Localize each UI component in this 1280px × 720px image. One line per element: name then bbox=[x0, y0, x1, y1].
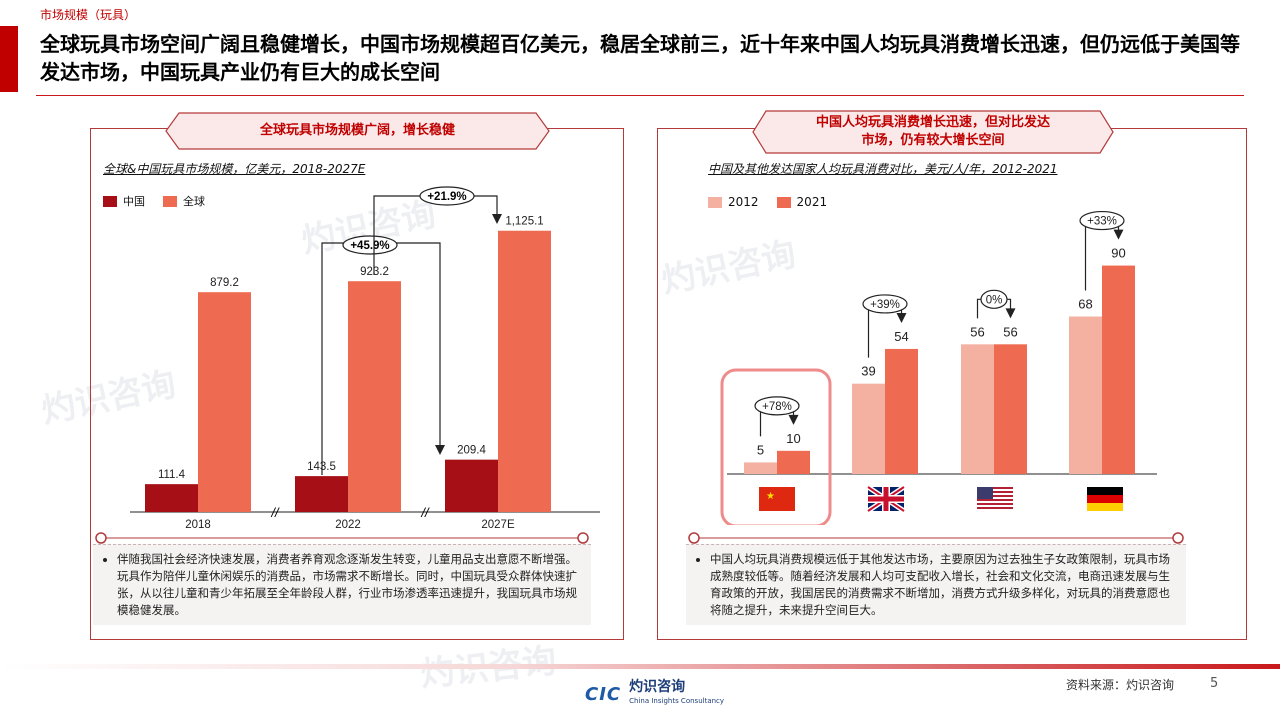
page-title: 全球玩具市场空间广阔且稳健增长，中国市场规模超百亿美元，稳居全球前三，近十年来中… bbox=[40, 32, 1240, 84]
note-rail bbox=[95, 532, 589, 544]
bar-china-2027E bbox=[445, 459, 498, 512]
germany-flag-icon bbox=[1087, 487, 1123, 511]
legend-swatch-2012 bbox=[708, 196, 722, 208]
data-label: 10 bbox=[786, 431, 800, 446]
note-rail bbox=[688, 532, 1184, 544]
data-label: 39 bbox=[861, 364, 875, 379]
growth-label: +33% bbox=[1087, 216, 1117, 228]
growth-oval bbox=[754, 396, 800, 416]
growth-arrow bbox=[788, 414, 799, 425]
right-banner-shape bbox=[752, 110, 1114, 154]
growth-label: +78% bbox=[762, 401, 792, 413]
legend-swatch-china bbox=[103, 195, 117, 207]
company-logo: CIC 灼识咨询 China Insights Consultancy bbox=[585, 680, 724, 708]
data-label: 209.4 bbox=[457, 445, 486, 457]
per-capita-chart: +78% +39% 0% +33% 5 10 39 54 56 56 68 90 ★ bbox=[720, 210, 1157, 525]
data-label: 143.5 bbox=[307, 461, 336, 473]
left-chart-title: 全球&中国玩具市场规模，亿美元，2018-2027E bbox=[103, 162, 366, 176]
bracket-21-label: +21.9% bbox=[427, 191, 466, 203]
accent-bar bbox=[0, 26, 18, 92]
china-flag-icon: ★ bbox=[759, 487, 795, 511]
growth-oval bbox=[862, 294, 908, 314]
logo-subname: China Insights Consultancy bbox=[629, 697, 725, 705]
growth-oval bbox=[1079, 210, 1125, 231]
right-banner: 中国人均玩具消费增长迅速，但对比发达 市场，仍有较大增长空间 bbox=[766, 111, 1100, 153]
bracket-45-label: +45.9% bbox=[350, 240, 389, 252]
bracket-21 bbox=[373, 195, 498, 275]
page-number: 5 bbox=[1210, 676, 1219, 691]
bar-china-2018 bbox=[145, 484, 198, 512]
growth-oval bbox=[980, 289, 1008, 309]
legend-label-2012: 2012 bbox=[728, 195, 759, 209]
data-label: 1,125.1 bbox=[505, 216, 543, 228]
section-label: 市场规模（玩具） bbox=[40, 8, 137, 22]
growth-arrow bbox=[1005, 308, 1016, 319]
left-note-text: 伴随我国社会经济快速发展，消费者养育观念逐渐发生转变，儿童用品支出意愿不断增强。… bbox=[117, 551, 579, 619]
right-banner-line1: 中国人均玩具消费增长迅速，但对比发达 bbox=[815, 115, 1050, 130]
bar-china-2022 bbox=[295, 476, 348, 512]
bar-2021-usa bbox=[994, 344, 1027, 474]
logo-mark: CIC bbox=[585, 683, 622, 705]
x-tick-label: 2018 bbox=[185, 519, 211, 531]
bracket-45-arrow bbox=[435, 445, 445, 455]
svg-text:★: ★ bbox=[766, 491, 775, 502]
x-tick-label: 2022 bbox=[335, 519, 361, 531]
china-highlight bbox=[720, 368, 832, 525]
divider bbox=[36, 95, 1244, 96]
growth-label: 0% bbox=[986, 294, 1003, 306]
uk-flag-icon bbox=[866, 484, 906, 514]
growth-label: +39% bbox=[870, 299, 900, 311]
bar-global-2022 bbox=[348, 281, 401, 512]
bar-2021-uk bbox=[885, 348, 918, 474]
logo-name: 灼识咨询 bbox=[629, 679, 686, 695]
bracket-21-oval bbox=[419, 186, 475, 206]
data-label: 56 bbox=[970, 324, 984, 339]
right-banner-line2: 市场，仍有较大增长空间 bbox=[861, 133, 1005, 148]
right-note-text: 中国人均玩具消费规模远低于其他发达市场，主要原因为过去独生子女政策限制，玩具市场… bbox=[710, 551, 1174, 619]
left-banner: 全球玩具市场规模广阔，增长稳健 bbox=[259, 123, 455, 138]
right-legend: 2012 2021 bbox=[708, 195, 827, 209]
data-label: 56 bbox=[1003, 324, 1017, 339]
legend-label-china: 中国 bbox=[123, 195, 145, 208]
usa-flag-icon bbox=[977, 487, 1013, 511]
data-label: 5 bbox=[757, 442, 764, 457]
source-note: 资料来源：灼识咨询 bbox=[1066, 678, 1175, 692]
left-note: 伴随我国社会经济快速发展，消费者养育观念逐渐发生转变，儿童用品支出意愿不断增强。… bbox=[93, 532, 591, 625]
left-banner-shape bbox=[165, 112, 550, 150]
bar-global-2018 bbox=[198, 292, 251, 512]
legend-swatch-global bbox=[163, 195, 177, 207]
growth-arrow bbox=[1113, 229, 1124, 240]
market-size-chart: +45.9% +21.9% // // 111.4 879.2 2018 143.5 9… bbox=[130, 186, 600, 531]
legend-label-2021: 2021 bbox=[796, 195, 828, 209]
bar-global-2027E bbox=[498, 230, 551, 512]
x-tick-label: 2027E bbox=[481, 519, 515, 531]
data-label: 923.2 bbox=[360, 266, 389, 278]
bar-2021-germany bbox=[1102, 265, 1135, 474]
footer-rule bbox=[0, 664, 1280, 669]
data-label: 68 bbox=[1078, 297, 1092, 312]
data-label: 879.2 bbox=[210, 277, 239, 289]
axis-break: // bbox=[270, 505, 280, 520]
right-chart-title: 中国及其他发达国家人均玩具消费对比，美元/人/年，2012-2021 bbox=[708, 162, 1058, 176]
bracket-45-oval bbox=[342, 235, 398, 255]
data-label: 54 bbox=[894, 329, 908, 344]
bracket-21-arrow bbox=[492, 214, 502, 224]
growth-arrow bbox=[896, 312, 907, 323]
bar-2012-germany bbox=[1069, 316, 1102, 474]
left-legend: 中国 全球 bbox=[103, 193, 205, 209]
bar-2012-uk bbox=[852, 383, 885, 474]
right-note: 中国人均玩具消费规模远低于其他发达市场，主要原因为过去独生子女政策限制，玩具市场… bbox=[686, 532, 1186, 625]
bar-2012-china bbox=[744, 462, 777, 474]
bar-2012-usa bbox=[961, 344, 994, 474]
axis-break: // bbox=[420, 505, 430, 520]
legend-swatch-2021 bbox=[776, 196, 791, 208]
data-label: 90 bbox=[1111, 246, 1125, 261]
legend-label-global: 全球 bbox=[183, 195, 205, 208]
bar-2021-china bbox=[777, 450, 810, 474]
data-label: 111.4 bbox=[158, 469, 186, 481]
